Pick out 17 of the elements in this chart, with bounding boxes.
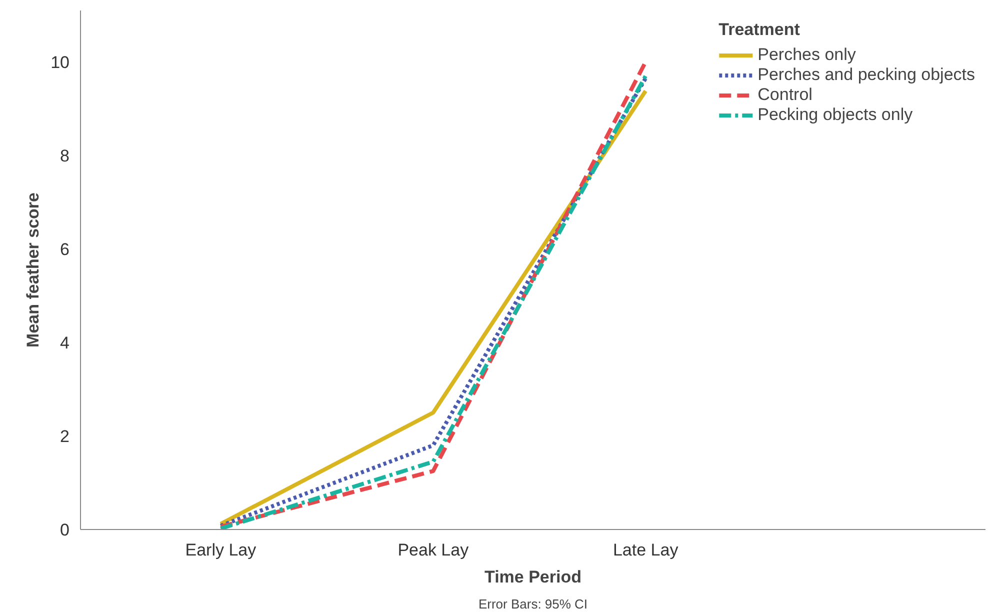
text: Error Bars: 95% CI [478, 596, 588, 612]
legend-label: Pecking objects only [758, 105, 913, 125]
y-tick-label: 8 [60, 146, 70, 166]
legend-title: Treatment [718, 20, 801, 40]
legend-label: Perches and pecking objects [758, 65, 975, 85]
x-tick-label: Peak Lay [398, 540, 470, 560]
y-tick-label: 0 [60, 520, 70, 540]
x-tick-label: Late Lay [612, 540, 679, 560]
x-axis-title: Time Period [484, 568, 582, 586]
y-tick-label: 10 [50, 52, 70, 72]
legend-label: Control [758, 85, 812, 105]
x-tick-label: Early Lay [185, 540, 257, 560]
y-axis-title: Mean feather score [24, 192, 43, 348]
y-tick-label: 6 [60, 240, 70, 259]
y-tick-label: 2 [60, 426, 70, 446]
legend-label: Perches only [758, 45, 856, 65]
y-tick-label: 4 [60, 333, 70, 352]
